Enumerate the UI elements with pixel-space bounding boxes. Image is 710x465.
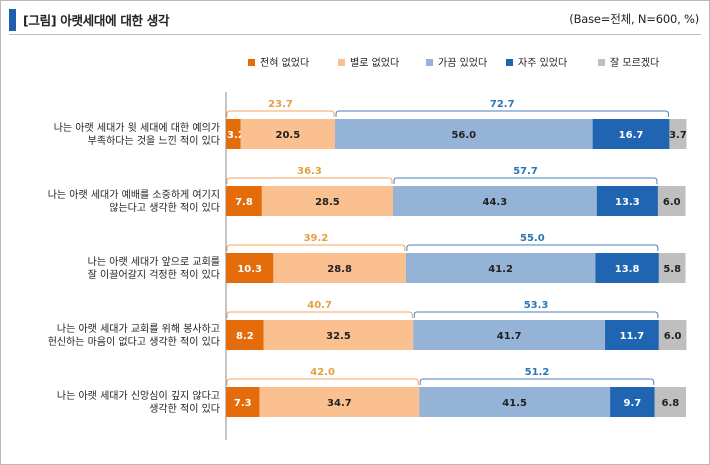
negative-total-row-4: 40.7 bbox=[307, 300, 332, 311]
data-label-sometimes-row-5: 41.5 bbox=[502, 398, 527, 409]
bar-sometimes-row-2 bbox=[392, 186, 597, 216]
data-label-rarely-row-3: 28.8 bbox=[327, 264, 352, 275]
bar-sometimes-row-5 bbox=[419, 387, 611, 417]
negative-bracket-row-5 bbox=[226, 378, 419, 385]
category-label-2-line-1: 나는 아랫 세대가 예배를 소중하게 여기지 bbox=[48, 188, 220, 201]
negative-bracket-row-1 bbox=[226, 110, 335, 117]
category-label-2-line-2: 않는다고 생각한 적이 있다 bbox=[109, 202, 220, 214]
header-divider bbox=[9, 34, 701, 35]
positive-bracket-row-5 bbox=[419, 378, 655, 385]
negative-total-row-2: 36.3 bbox=[297, 166, 322, 177]
bar-never-row-1 bbox=[226, 119, 241, 149]
positive-bracket-row-4 bbox=[413, 311, 659, 318]
bar-unknown-row-4 bbox=[658, 320, 687, 350]
chart-title: [그림] 아랫세대에 대한 생각 bbox=[23, 13, 170, 28]
legend-label-rarely: 별로 없었다 bbox=[350, 56, 399, 69]
bar-rarely-row-5 bbox=[259, 387, 420, 417]
category-label-3-line-2: 잘 이끌어갈지 걱정한 적이 있다 bbox=[88, 268, 220, 281]
positive-total-row-3: 55.0 bbox=[520, 233, 545, 244]
data-label-never-row-3: 10.3 bbox=[237, 264, 262, 275]
data-label-unknown-row-3: 5.8 bbox=[663, 264, 681, 275]
negative-bracket-row-3 bbox=[226, 244, 406, 251]
bar-unknown-row-2 bbox=[657, 186, 686, 216]
positive-bracket-row-1 bbox=[335, 110, 669, 117]
data-label-sometimes-row-2: 44.3 bbox=[483, 197, 508, 208]
data-label-unknown-row-5: 6.8 bbox=[662, 398, 680, 409]
data-label-sometimes-row-1: 56.0 bbox=[451, 130, 476, 141]
bar-rarely-row-4 bbox=[263, 320, 414, 350]
bar-never-row-4 bbox=[226, 320, 264, 350]
data-label-rarely-row-2: 28.5 bbox=[315, 197, 340, 208]
category-label-1-line-1: 나는 아랫 세대가 윗 세대에 대한 예의가 bbox=[54, 122, 220, 134]
data-label-often-row-3: 13.8 bbox=[615, 264, 640, 275]
legend-swatch-unknown bbox=[598, 59, 605, 66]
category-label-4-line-1: 나는 아랫 세대가 교회를 위해 봉사하고 bbox=[57, 322, 220, 335]
positive-bracket-row-3 bbox=[406, 244, 659, 251]
category-label-1-line-2: 부족하다는 것을 느낀 적이 있다 bbox=[88, 134, 220, 147]
category-label-5-line-1: 나는 아랫 세대가 신앙심이 깊지 않다고 bbox=[57, 390, 220, 402]
data-label-rarely-row-5: 34.7 bbox=[327, 398, 352, 409]
data-label-never-row-2: 7.8 bbox=[235, 197, 253, 208]
data-label-often-row-5: 9.7 bbox=[624, 398, 642, 409]
legend-label-unknown: 잘 모르겠다 bbox=[610, 57, 659, 69]
bar-rarely-row-2 bbox=[261, 186, 393, 216]
data-label-rarely-row-1: 20.5 bbox=[276, 130, 301, 141]
data-label-never-row-1: 3.2 bbox=[227, 130, 245, 141]
data-label-sometimes-row-3: 41.2 bbox=[488, 264, 513, 275]
category-label-4-line-2: 헌신하는 마음이 없다고 생각한 적이 있다 bbox=[48, 335, 220, 348]
data-label-often-row-2: 13.3 bbox=[615, 197, 640, 208]
bar-often-row-3 bbox=[595, 253, 659, 283]
data-label-never-row-5: 7.3 bbox=[234, 398, 252, 409]
negative-total-row-5: 42.0 bbox=[310, 367, 335, 378]
data-label-unknown-row-2: 6.0 bbox=[663, 197, 681, 208]
positive-total-row-1: 72.7 bbox=[490, 99, 515, 110]
bar-often-row-2 bbox=[596, 186, 658, 216]
bar-never-row-5 bbox=[226, 387, 260, 417]
data-label-unknown-row-1: 3.7 bbox=[669, 130, 687, 141]
negative-bracket-row-4 bbox=[226, 311, 413, 318]
data-label-never-row-4: 8.2 bbox=[236, 331, 254, 342]
positive-total-row-2: 57.7 bbox=[513, 166, 538, 177]
data-label-unknown-row-4: 6.0 bbox=[664, 331, 682, 342]
bar-never-row-2 bbox=[226, 186, 262, 216]
bar-sometimes-row-4 bbox=[413, 320, 606, 350]
bar-sometimes-row-3 bbox=[405, 253, 596, 283]
bar-never-row-3 bbox=[226, 253, 274, 283]
bar-unknown-row-3 bbox=[658, 253, 686, 283]
bar-rarely-row-3 bbox=[273, 253, 406, 283]
positive-total-row-5: 51.2 bbox=[525, 367, 550, 378]
data-label-often-row-4: 11.7 bbox=[620, 331, 645, 342]
legend-label-never: 전혀 없었다 bbox=[260, 56, 309, 69]
negative-total-row-3: 39.2 bbox=[304, 233, 329, 244]
legend-swatch-rarely bbox=[338, 59, 345, 66]
bar-sometimes-row-1 bbox=[335, 119, 593, 149]
data-label-sometimes-row-4: 41.7 bbox=[497, 331, 522, 342]
bar-often-row-4 bbox=[605, 320, 659, 350]
bar-rarely-row-1 bbox=[240, 119, 336, 149]
data-label-often-row-1: 16.7 bbox=[619, 130, 644, 141]
legend-label-sometimes: 가끔 있었다 bbox=[438, 57, 487, 69]
negative-total-row-1: 23.7 bbox=[268, 99, 293, 110]
category-label-5-line-2: 생각한 적이 있다 bbox=[149, 403, 220, 415]
data-label-rarely-row-4: 32.5 bbox=[326, 331, 351, 342]
bar-unknown-row-5 bbox=[654, 387, 686, 417]
legend-swatch-never bbox=[248, 59, 255, 66]
category-label-3-line-1: 나는 아랫 세대가 앞으로 교회를 bbox=[88, 256, 220, 268]
header-accent-bar bbox=[9, 9, 16, 31]
base-note: (Base=전체, N=600, %) bbox=[569, 12, 699, 26]
negative-bracket-row-2 bbox=[226, 177, 393, 184]
positive-bracket-row-2 bbox=[393, 177, 658, 184]
legend-label-often: 자주 있었다 bbox=[518, 57, 567, 69]
bar-often-row-1 bbox=[592, 119, 670, 149]
bar-unknown-row-1 bbox=[669, 119, 687, 149]
positive-total-row-4: 53.3 bbox=[524, 300, 549, 311]
legend-swatch-sometimes bbox=[426, 59, 433, 66]
legend-swatch-often bbox=[506, 59, 513, 66]
bar-often-row-5 bbox=[610, 387, 655, 417]
